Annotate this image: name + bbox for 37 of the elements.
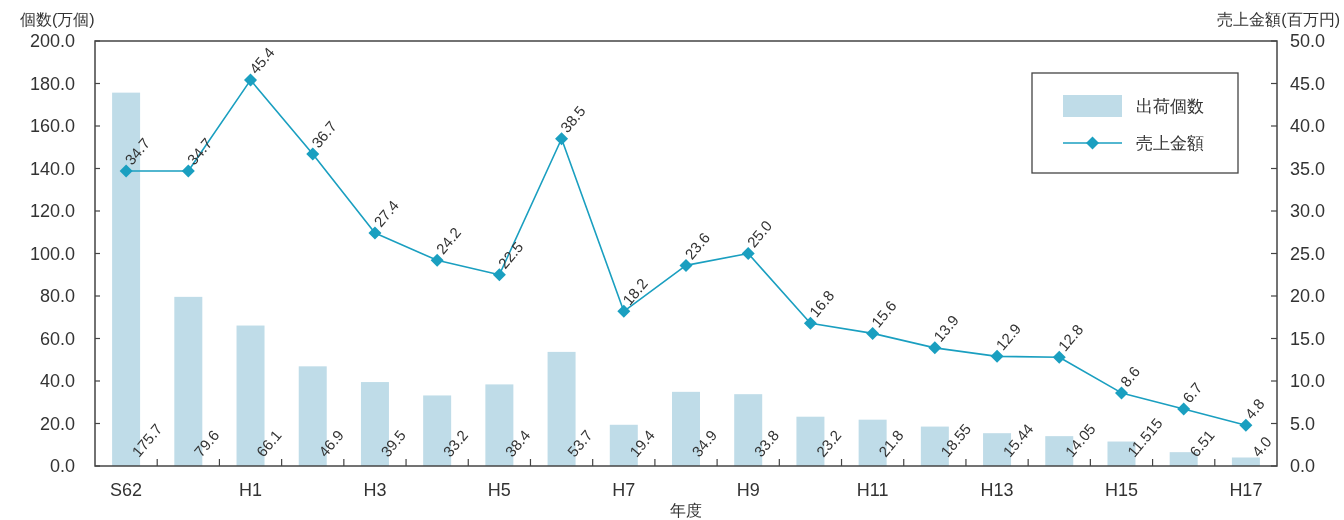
x-tick-label: H15: [1104, 480, 1138, 500]
legend-label: 売上金額: [1136, 134, 1204, 153]
y-tick-label: 160.0: [29, 116, 75, 136]
y2-tick-label: 10.0: [1290, 371, 1326, 391]
legend-label: 出荷個数: [1136, 97, 1204, 116]
y2-axis-title: 売上金額(百万円): [1217, 11, 1340, 28]
y2-tick-label: 5.0: [1290, 413, 1316, 434]
y2-tick-label: 30.0: [1290, 201, 1326, 221]
y-tick-label: 40.0: [39, 371, 75, 391]
y2-tick-label: 15.0: [1290, 328, 1326, 349]
y-tick-label: 80.0: [39, 286, 75, 306]
x-tick-label: H13: [980, 480, 1014, 500]
x-tick-label: H5: [487, 480, 511, 500]
x-tick-label: H9: [736, 480, 760, 500]
x-tick-label: S62: [110, 480, 143, 500]
y-tick-label: 60.0: [39, 328, 75, 349]
y2-tick-label: 45.0: [1290, 73, 1326, 94]
y-tick-label: 100.0: [29, 243, 75, 264]
y-tick-label: 120.0: [29, 201, 75, 221]
x-tick-label: H11: [856, 480, 889, 500]
x-tick-label: H17: [1229, 480, 1263, 500]
y-tick-label: 0.0: [49, 456, 75, 476]
x-tick-label: H1: [239, 480, 263, 500]
y-axis-title: 個数(万個): [20, 11, 95, 28]
x-tick-label: H7: [612, 480, 636, 500]
y2-tick-label: 40.0: [1290, 116, 1326, 136]
x-axis-title: 年度: [670, 502, 702, 519]
y2-tick-label: 20.0: [1290, 286, 1326, 306]
y2-tick-label: 35.0: [1290, 158, 1326, 179]
y-tick-label: 20.0: [39, 413, 75, 434]
y2-tick-label: 50.0: [1290, 31, 1326, 51]
x-tick-label: H3: [363, 480, 387, 500]
y-tick-label: 180.0: [29, 73, 75, 94]
y-tick-label: 200.0: [29, 31, 75, 51]
y2-tick-label: 25.0: [1290, 243, 1326, 264]
y-tick-label: 140.0: [29, 158, 75, 179]
y2-tick-label: 0.0: [1290, 456, 1316, 476]
